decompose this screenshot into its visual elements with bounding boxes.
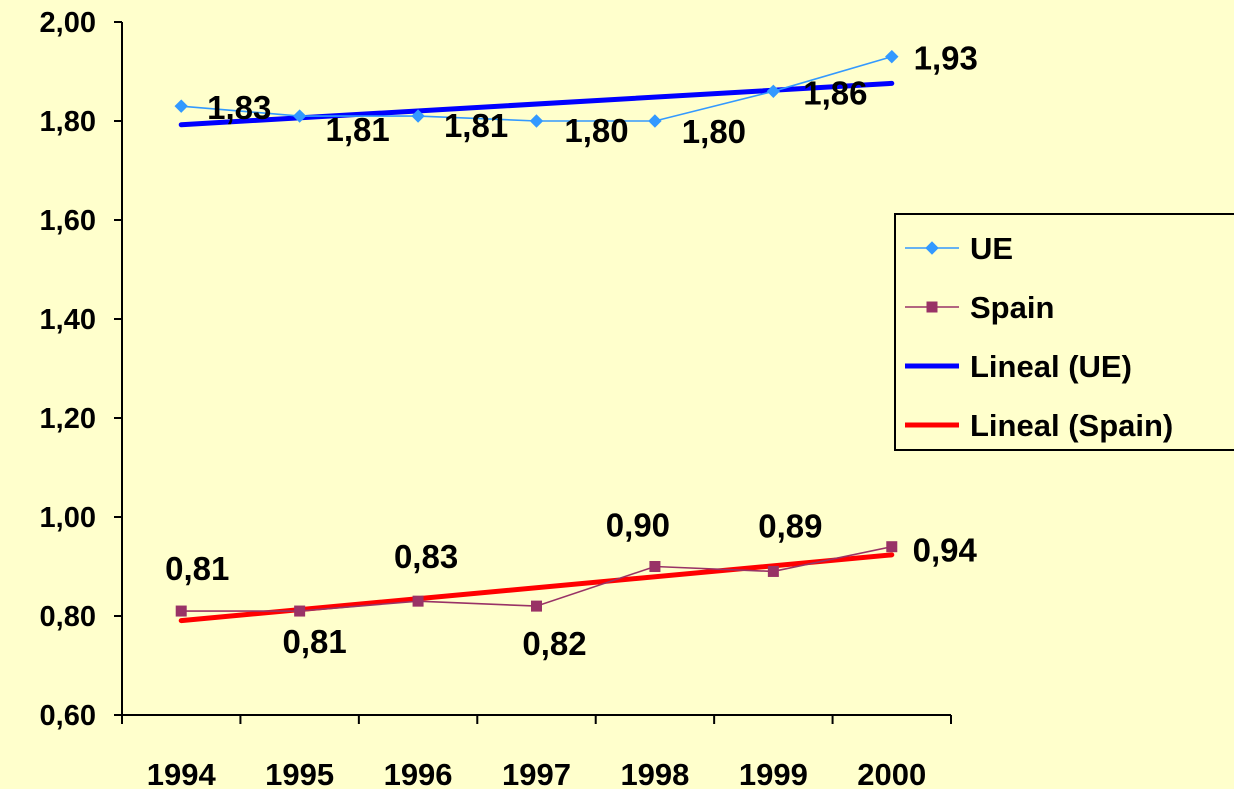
y-tick-label: 1,80 [40,106,96,138]
data-label: 1,81 [444,107,508,144]
y-ticks: 0,60 0,80 1,00 1,20 1,40 1,60 1,80 2,00 [40,7,122,732]
y-tick-label: 0,80 [40,601,96,633]
legend-label: Lineal (UE) [970,349,1132,384]
data-point [294,605,306,617]
y-tick-label: 1,40 [40,304,96,336]
data-point [648,114,662,128]
data-point [412,595,424,607]
data-label: 0,82 [522,625,586,662]
data-point [766,84,781,99]
data-point [531,600,542,612]
y-tick-label: 1,20 [40,403,96,435]
data-label: 1,86 [803,74,867,111]
legend-marker [926,301,938,313]
data-label: 0,81 [165,550,229,587]
legend: UE Spain Lineal (UE) Lineal (Spain) [894,213,1234,451]
data-point [411,109,425,123]
data-label: 1,83 [207,89,271,126]
axes [121,22,951,716]
data-point [767,565,779,577]
data-point [174,99,188,113]
data-label: 0,89 [758,507,822,544]
legend-box [894,213,1234,451]
legend-label: Spain [970,290,1054,325]
y-tick-label: 2,00 [40,7,96,39]
data-point [885,49,899,64]
x-ticks: 1994 1995 1996 1997 1998 1999 2000 [121,715,952,789]
data-label: 1,81 [326,111,390,148]
y-tick-label: 1,60 [40,205,96,237]
data-label: 0,81 [283,623,347,660]
data-labels: 1,83 1,81 1,81 1,80 1,80 1,86 1,93 0,81 0,81 0,83… [165,40,978,662]
data-label: 1,80 [564,112,628,149]
data-label: 0,83 [394,538,458,575]
series [174,49,899,617]
x-tick-label: 1995 [265,757,334,789]
y-tick-label: 1,00 [40,502,96,534]
data-point [886,541,898,553]
legend-label: UE [970,231,1013,266]
data-point [175,605,187,617]
data-point [649,561,661,572]
x-tick-label: 1996 [384,757,453,789]
x-tick-label: 1999 [739,757,808,789]
data-label: 1,93 [914,40,978,77]
x-tick-label: 2000 [857,757,926,789]
legend-marker [925,241,939,255]
data-point [292,109,307,123]
data-point [529,114,544,128]
data-label: 0,90 [606,507,670,544]
data-label: 0,94 [913,532,978,569]
legend-label: Lineal (Spain) [970,408,1173,443]
data-label: 1,80 [682,113,746,150]
y-tick-label: 0,60 [40,700,96,732]
x-tick-label: 1997 [502,757,571,789]
x-tick-label: 1994 [147,757,217,789]
x-tick-label: 1998 [620,757,689,789]
